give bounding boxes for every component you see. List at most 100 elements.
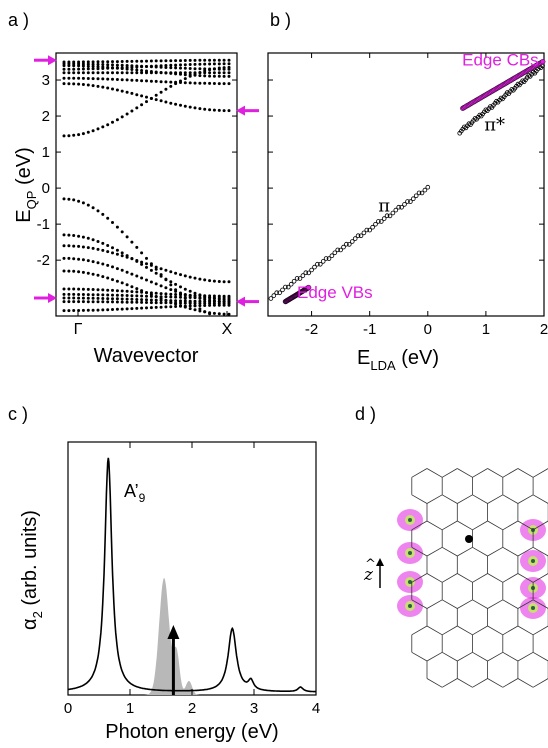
band-point (81, 308, 85, 312)
lattice-bond (457, 468, 473, 478)
lattice-bond (487, 494, 503, 504)
pi-point (422, 187, 428, 193)
band-point (125, 59, 129, 63)
band-point (169, 301, 173, 305)
band-point (188, 105, 192, 109)
band-point (227, 280, 231, 284)
pi-point (338, 247, 343, 253)
band-point (212, 279, 216, 283)
band-point (101, 248, 105, 252)
band-point (183, 104, 187, 108)
band-point (77, 270, 81, 274)
band-point (183, 77, 187, 81)
band-point (227, 74, 231, 78)
band-point (140, 94, 144, 98)
band-point (179, 59, 182, 63)
panel-c-peak-label-main: A’ (124, 481, 139, 501)
band-point (111, 120, 114, 124)
band-point (154, 71, 158, 75)
band-point (62, 134, 66, 138)
band-point (101, 67, 105, 70)
band-point (222, 280, 226, 284)
panel-b-xtick-label: 1 (482, 321, 490, 338)
band-point (222, 58, 226, 62)
band-point (208, 81, 212, 85)
band-point (101, 293, 105, 297)
band-point (62, 197, 66, 201)
band-point (120, 63, 124, 67)
band-point (217, 296, 221, 300)
lattice-bond (472, 678, 488, 688)
band-point (203, 301, 207, 305)
band-point (183, 301, 187, 305)
band-point (120, 78, 124, 82)
band-point (183, 274, 187, 278)
panel-c-xlabel: Photon energy (eV) (105, 721, 278, 743)
pi-point (387, 213, 393, 219)
band-point (174, 102, 178, 106)
band-point (198, 62, 202, 66)
band-point (72, 287, 76, 291)
band-point (159, 295, 163, 299)
panel-a-ytick-label: 0 (42, 180, 50, 197)
band-point (145, 65, 148, 68)
band-point (203, 58, 207, 62)
panel-c-frame (67, 441, 317, 696)
band-point (135, 300, 139, 304)
band-point (164, 80, 168, 84)
band-point (62, 76, 66, 80)
band-point (159, 267, 163, 271)
band-7 (62, 65, 231, 138)
band-14 (62, 296, 231, 304)
band-point (111, 60, 114, 64)
band-point (169, 63, 173, 67)
band-point (81, 245, 85, 249)
band-point (125, 307, 129, 311)
band-point (149, 71, 153, 75)
band-point (67, 76, 71, 80)
series-edge_vb (282, 284, 312, 305)
band-point (96, 240, 100, 243)
band-point (140, 79, 144, 83)
band-point (227, 296, 231, 300)
band-point (164, 71, 168, 75)
band-point (208, 62, 212, 66)
lattice-bond (411, 599, 428, 609)
band-3 (62, 62, 231, 71)
band-point (86, 71, 90, 75)
band-point (203, 278, 207, 282)
band-point (217, 108, 221, 112)
band-point (130, 307, 134, 311)
panel-b-xlabel-main: E (357, 347, 370, 369)
band-point (179, 292, 182, 296)
band-point (96, 127, 100, 131)
band-point (125, 294, 129, 297)
band-point (169, 280, 173, 284)
band-point (106, 60, 110, 64)
band-point (169, 101, 173, 105)
series-pi (268, 184, 431, 301)
pi-point (283, 284, 288, 290)
lattice-bond (487, 625, 504, 636)
band-point (145, 95, 148, 99)
band-point (130, 65, 134, 69)
band-point (208, 296, 212, 300)
pi-point (341, 244, 346, 250)
band-point (106, 293, 110, 297)
band-point (77, 300, 81, 304)
band-12 (62, 287, 231, 298)
lattice-bond (472, 573, 488, 583)
band-point (154, 298, 158, 302)
pi-point (416, 190, 422, 196)
pi-point (312, 264, 317, 270)
band-point (159, 301, 163, 305)
band-point (115, 118, 119, 122)
band-point (149, 280, 153, 284)
band-point (149, 268, 153, 272)
band-point (188, 275, 192, 279)
band-point (183, 71, 187, 75)
band-point (111, 308, 114, 311)
band-point (62, 292, 66, 296)
panel-b-points (268, 58, 546, 305)
pi-point (309, 267, 314, 273)
